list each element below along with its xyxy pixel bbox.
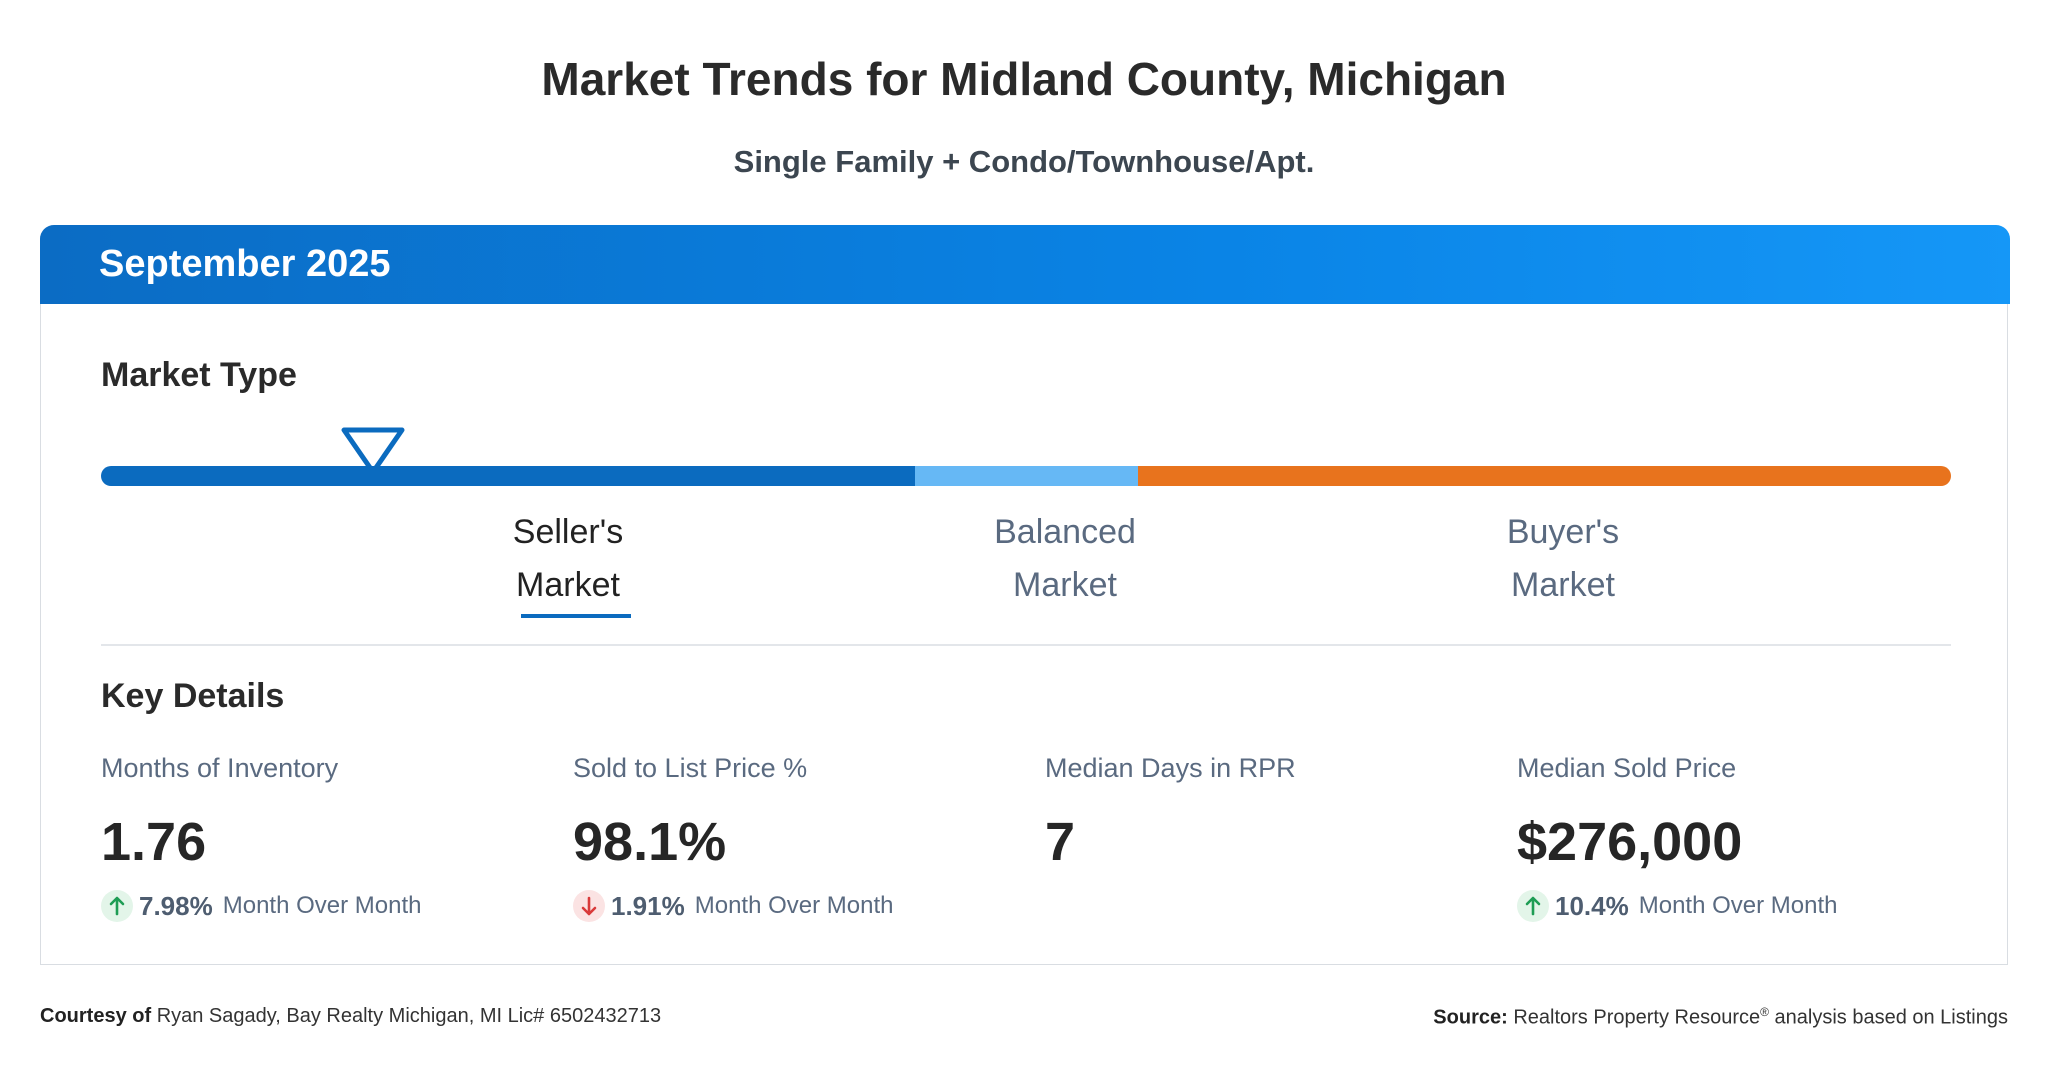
section-divider — [101, 644, 1951, 646]
stat-change: 7.98% Month Over Month — [101, 889, 541, 923]
stat-months-of-inventory: Months of Inventory 1.76 7.98% Month Ove… — [101, 753, 541, 923]
buyers-market-line2: Market — [1511, 566, 1615, 604]
page-subtitle: Single Family + Condo/Townhouse/Apt. — [733, 144, 1315, 179]
stat-label: Median Sold Price — [1517, 753, 1737, 783]
source-name: Realtors Property Resource — [1513, 1006, 1761, 1029]
balanced-market-segment — [915, 466, 1138, 486]
source-rest: analysis based on Listings — [1774, 1006, 2008, 1029]
stat-value: $276,000 — [1517, 812, 1743, 872]
buyers-market-label: Buyer's Market — [1433, 506, 1693, 612]
period-title: September 2025 — [99, 243, 391, 285]
stat-label: Sold to List Price % — [573, 753, 808, 783]
courtesy-text: Ryan Sagady, Bay Realty Michigan, MI Lic… — [156, 1005, 662, 1027]
stat-label: Median Days in RPR — [1045, 753, 1296, 783]
stat-change-percent: 10.4% — [1555, 890, 1629, 921]
stat-change-period: Month Over Month — [222, 892, 422, 919]
arrow-down-icon — [573, 890, 605, 922]
stat-value: 1.76 — [101, 812, 207, 872]
arrow-up-icon — [101, 890, 133, 922]
stat-change-percent: 1.91% — [611, 890, 685, 921]
stat-median-days-in-rpr: Median Days in RPR 7 — [1045, 753, 1485, 877]
balanced-market-line2: Market — [1013, 566, 1117, 604]
sellers-market-line1: Seller's — [512, 513, 624, 551]
balanced-market-label: Balanced Market — [935, 506, 1195, 612]
sellers-market-line2: Market — [516, 566, 620, 604]
stat-change-percent: 7.98% — [139, 890, 213, 921]
source-footer: Source: Realtors Property Resource® anal… — [1433, 1005, 2008, 1030]
stat-median-sold-price: Median Sold Price $276,000 10.4% Month O… — [1517, 753, 1957, 923]
stat-value: 7 — [1045, 812, 1076, 872]
card-header: September 2025 — [40, 225, 2010, 304]
market-card: September 2025 Market Type Seller's Mark… — [40, 225, 2010, 965]
courtesy-footer: Courtesy of Ryan Sagady, Bay Realty Mich… — [40, 1005, 661, 1028]
market-type-bar — [101, 466, 1951, 486]
stat-sold-to-list-price: Sold to List Price % 98.1% 1.91% Month O… — [573, 753, 1013, 923]
buyers-market-segment — [1138, 466, 1951, 486]
triangle-marker-icon — [341, 427, 405, 475]
stat-change-period: Month Over Month — [1638, 892, 1838, 919]
sellers-market-segment — [101, 466, 915, 486]
source-label: Source: — [1433, 1006, 1508, 1029]
buyers-market-line1: Buyer's — [1506, 513, 1620, 551]
stat-change: 1.91% Month Over Month — [573, 889, 1013, 923]
sellers-market-label: Seller's Market — [438, 506, 698, 618]
arrow-up-icon — [1517, 890, 1549, 922]
stat-change: 10.4% Month Over Month — [1517, 889, 1957, 923]
key-details-heading: Key Details — [101, 677, 285, 715]
balanced-market-line1: Balanced — [994, 513, 1136, 551]
stat-change-period: Month Over Month — [694, 892, 894, 919]
registered-mark: ® — [1760, 1005, 1769, 1019]
courtesy-label: Courtesy of — [40, 1005, 152, 1027]
market-type-heading: Market Type — [101, 356, 297, 394]
stat-label: Months of Inventory — [101, 753, 339, 783]
page-title: Market Trends for Midland County, Michig… — [541, 53, 1507, 105]
active-market-underline — [521, 614, 631, 618]
stat-value: 98.1% — [573, 812, 727, 872]
